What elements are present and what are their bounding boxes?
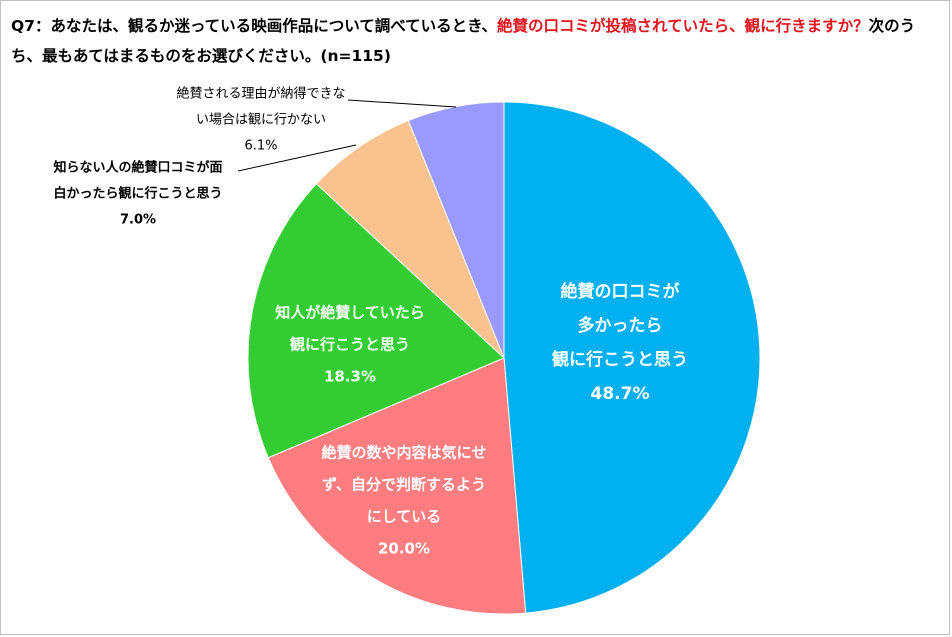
slice-label-acquaintance: 観に行こうと思う [290,336,410,354]
pie-slice-acquaintance [247,183,505,459]
slice-value-acquaintance: 18.3% [324,368,376,386]
slice-value-stranger-review: 7.0% [120,213,156,228]
slice-value-judge-myself: 20.0% [378,540,430,558]
slice-label-unconvincing: 絶賛される理由が納得できな [176,86,345,102]
slice-label-stranger-review: 白かったら観に行こうと思う [53,186,222,202]
slice-label-judge-myself: ず、自分で判断するよう [322,476,486,494]
title-prefix: Q7：あなたは、観るか迷っている映画作品について調べているとき、 [11,17,498,35]
pie-slice-stranger-review [315,119,505,359]
slice-label-many-raves: 観に行こうと思う [552,349,688,370]
pie-slice-judge-myself [267,357,527,615]
slice-value-unconvincing: 6.1% [244,139,277,154]
title-suffix: 次のうち、最もあてはまるものをお選びください。(n=115) [11,17,916,65]
slice-label-many-raves: 多かったら [578,315,663,336]
leader-line-unconvincing [347,99,457,108]
chart-title: Q7：あなたは、観るか迷っている映画作品について調べているとき、絶賛の口コミが投… [11,11,941,71]
leader-line-stranger-review [237,144,357,172]
slice-label-acquaintance: 知人が絶賛していたら [275,304,425,322]
slice-value-many-raves: 48.7% [591,384,650,404]
slice-label-stranger-review: 知らない人の絶賛口コミが面 [53,160,222,176]
slice-label-many-raves: 絶賛の口コミが [561,281,680,302]
slice-label-judge-myself: 絶賛の数や内容は気にせ [321,444,486,462]
slice-label-unconvincing: い場合は観に行かない [196,113,326,128]
title-highlight: 絶賛の口コミが投稿されていたら、観に行きますか？ [497,17,869,35]
slice-label-judge-myself: にしている [367,508,442,526]
pie-slice-many-raves [503,101,761,614]
